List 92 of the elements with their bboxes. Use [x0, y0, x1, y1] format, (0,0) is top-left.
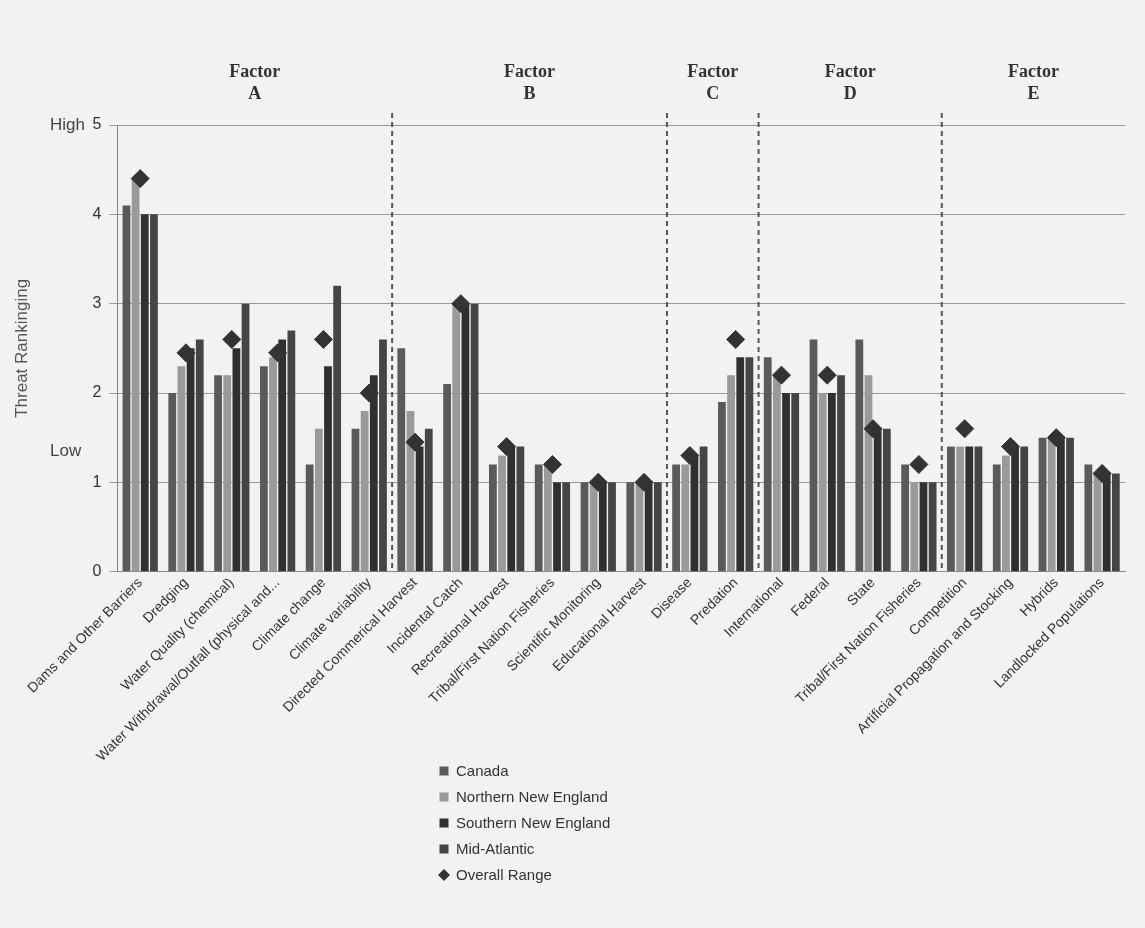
bar	[516, 446, 525, 572]
point	[588, 472, 608, 492]
bar	[626, 482, 635, 572]
text: Low	[50, 440, 82, 460]
bar	[150, 214, 158, 572]
bar	[992, 464, 1001, 572]
bar	[855, 339, 864, 572]
bar	[140, 214, 149, 572]
bar	[919, 482, 928, 572]
legend-label: Northern New England	[456, 787, 608, 807]
bar	[837, 375, 845, 572]
bar	[672, 464, 681, 572]
y-axis-title: Threat Rankinging	[11, 278, 31, 418]
y-tick-label: 1	[92, 472, 102, 490]
bar	[809, 339, 818, 572]
bar	[122, 205, 131, 572]
bar	[1111, 473, 1120, 572]
bar	[351, 428, 360, 572]
bar	[928, 482, 937, 572]
legend-label: Canada	[456, 761, 509, 781]
point	[359, 383, 379, 403]
point	[863, 419, 883, 439]
point	[130, 169, 150, 189]
point	[634, 472, 654, 492]
bar	[305, 464, 314, 572]
bar	[745, 357, 754, 572]
bar	[1038, 437, 1047, 572]
text: Factor A	[229, 61, 281, 103]
legend-label: Mid-Atlantic	[456, 839, 535, 859]
bar	[333, 285, 342, 572]
text: High	[50, 114, 85, 134]
bar	[580, 482, 589, 572]
point	[542, 454, 562, 474]
legend-label: Overall Range	[456, 865, 552, 885]
bar	[443, 384, 451, 572]
point	[405, 432, 425, 452]
point	[176, 343, 196, 363]
bar	[827, 393, 836, 572]
bar	[168, 393, 177, 572]
y-tick-label: 2	[92, 383, 102, 401]
bar	[424, 428, 433, 572]
bar	[882, 428, 891, 572]
bar	[791, 393, 800, 572]
bar	[287, 330, 296, 572]
point	[1092, 463, 1112, 483]
y-tick-label: 5	[92, 115, 102, 133]
point	[1000, 437, 1020, 457]
y-tick-label: 4	[92, 204, 102, 222]
point	[955, 419, 975, 439]
bar	[782, 393, 790, 572]
text: Factor C	[687, 61, 739, 103]
bar	[214, 375, 222, 572]
bar	[736, 357, 745, 572]
bar	[534, 464, 543, 572]
bar	[1066, 437, 1074, 572]
point	[313, 329, 333, 349]
bar	[965, 446, 974, 572]
legend-label: Southern New England	[456, 813, 611, 833]
point	[268, 343, 288, 363]
point	[726, 329, 746, 349]
bar	[718, 401, 726, 572]
bar	[1084, 464, 1093, 572]
point	[451, 294, 471, 314]
point	[680, 446, 700, 466]
bar	[397, 348, 406, 572]
bar	[947, 446, 955, 572]
point	[909, 454, 929, 474]
y-tick-label: 0	[92, 562, 102, 580]
bar	[489, 464, 497, 572]
bar	[470, 303, 479, 572]
bar	[562, 482, 571, 572]
point	[1046, 428, 1066, 448]
bar	[553, 482, 561, 572]
bar	[608, 482, 616, 572]
text: Factor B	[504, 61, 556, 103]
point	[771, 365, 791, 385]
bar	[763, 357, 772, 572]
bar	[195, 339, 204, 572]
bar	[901, 464, 910, 572]
point	[817, 365, 837, 385]
text: Factor E	[1007, 61, 1059, 103]
bar	[589, 482, 598, 572]
bar	[1020, 446, 1029, 572]
bar	[653, 482, 662, 572]
bar	[241, 303, 250, 572]
bar	[379, 339, 387, 572]
y-tick-label: 3	[92, 294, 102, 312]
text: Factor D	[824, 61, 876, 103]
bar	[324, 366, 332, 572]
bar	[259, 366, 268, 572]
point	[497, 437, 517, 457]
point	[222, 329, 242, 349]
